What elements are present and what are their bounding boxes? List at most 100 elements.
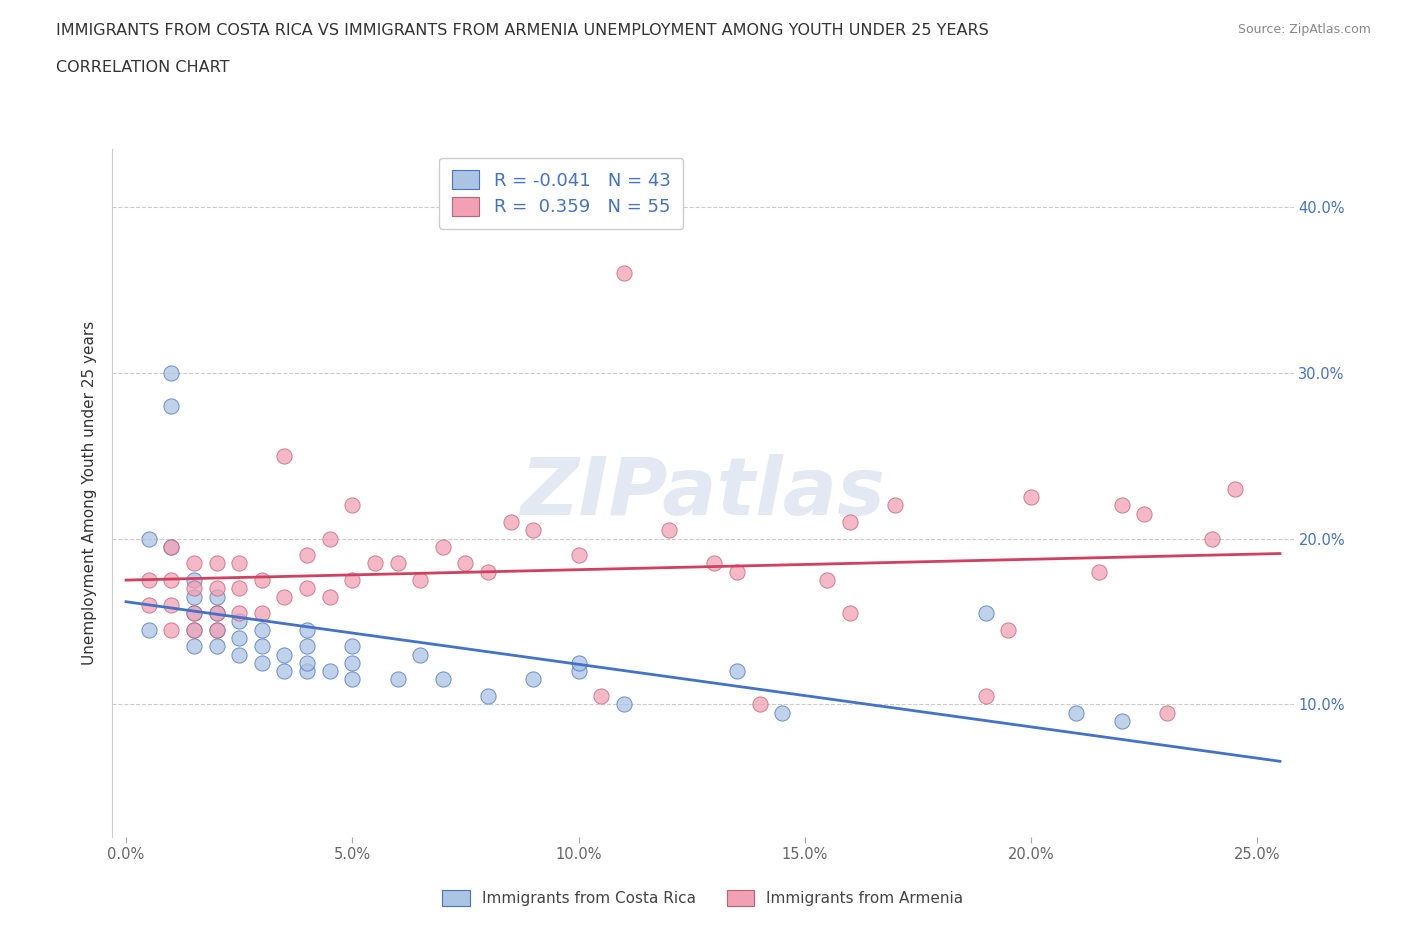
Point — [228, 556, 250, 571]
Point — [432, 672, 454, 687]
Point — [1156, 705, 1178, 720]
Point — [658, 523, 681, 538]
Point — [160, 398, 183, 413]
Point — [138, 531, 160, 546]
Point — [295, 581, 318, 596]
Point — [1088, 565, 1111, 579]
Point — [228, 605, 250, 620]
Point — [567, 656, 589, 671]
Point — [770, 705, 793, 720]
Point — [1019, 489, 1042, 504]
Point — [318, 589, 340, 604]
Point — [160, 573, 183, 588]
Point — [183, 605, 205, 620]
Point — [884, 498, 907, 512]
Point — [205, 589, 228, 604]
Point — [138, 622, 160, 637]
Point — [499, 514, 522, 529]
Text: Source: ZipAtlas.com: Source: ZipAtlas.com — [1237, 23, 1371, 36]
Text: IMMIGRANTS FROM COSTA RICA VS IMMIGRANTS FROM ARMENIA UNEMPLOYMENT AMONG YOUTH U: IMMIGRANTS FROM COSTA RICA VS IMMIGRANTS… — [56, 23, 988, 38]
Point — [160, 622, 183, 637]
Point — [318, 664, 340, 679]
Text: CORRELATION CHART: CORRELATION CHART — [56, 60, 229, 75]
Point — [250, 605, 273, 620]
Point — [342, 639, 364, 654]
Point — [250, 656, 273, 671]
Point — [839, 605, 862, 620]
Point — [748, 697, 770, 711]
Point — [1201, 531, 1223, 546]
Point — [228, 581, 250, 596]
Point — [228, 614, 250, 629]
Point — [273, 647, 295, 662]
Point — [567, 548, 589, 563]
Point — [432, 539, 454, 554]
Point — [273, 448, 295, 463]
Text: ZIPatlas: ZIPatlas — [520, 454, 886, 532]
Point — [273, 589, 295, 604]
Point — [342, 672, 364, 687]
Point — [974, 605, 997, 620]
Point — [409, 573, 432, 588]
Point — [342, 498, 364, 512]
Point — [974, 688, 997, 703]
Point — [387, 556, 409, 571]
Point — [250, 622, 273, 637]
Point — [138, 597, 160, 612]
Point — [205, 605, 228, 620]
Point — [183, 639, 205, 654]
Point — [591, 688, 613, 703]
Point — [295, 656, 318, 671]
Point — [997, 622, 1019, 637]
Point — [160, 365, 183, 380]
Point — [477, 688, 499, 703]
Point — [1223, 482, 1246, 497]
Point — [725, 565, 748, 579]
Point — [454, 556, 477, 571]
Point — [567, 664, 589, 679]
Point — [183, 605, 205, 620]
Y-axis label: Unemployment Among Youth under 25 years: Unemployment Among Youth under 25 years — [82, 321, 97, 665]
Point — [228, 647, 250, 662]
Point — [205, 622, 228, 637]
Point — [703, 556, 725, 571]
Point — [183, 589, 205, 604]
Point — [817, 573, 839, 588]
Point — [342, 656, 364, 671]
Point — [295, 664, 318, 679]
Point — [725, 664, 748, 679]
Point — [183, 573, 205, 588]
Point — [522, 672, 544, 687]
Point — [613, 266, 636, 281]
Point — [364, 556, 387, 571]
Point — [477, 565, 499, 579]
Point — [409, 647, 432, 662]
Point — [1111, 713, 1133, 728]
Point — [522, 523, 544, 538]
Point — [183, 622, 205, 637]
Legend: Immigrants from Costa Rica, Immigrants from Armenia: Immigrants from Costa Rica, Immigrants f… — [436, 884, 970, 912]
Point — [295, 622, 318, 637]
Point — [138, 573, 160, 588]
Point — [205, 622, 228, 637]
Point — [613, 697, 636, 711]
Point — [250, 573, 273, 588]
Point — [295, 639, 318, 654]
Point — [295, 548, 318, 563]
Point — [183, 556, 205, 571]
Point — [342, 573, 364, 588]
Point — [183, 581, 205, 596]
Point — [318, 531, 340, 546]
Point — [839, 514, 862, 529]
Point — [160, 597, 183, 612]
Point — [250, 639, 273, 654]
Point — [1111, 498, 1133, 512]
Point — [205, 581, 228, 596]
Point — [273, 664, 295, 679]
Point — [387, 672, 409, 687]
Point — [228, 631, 250, 645]
Point — [160, 539, 183, 554]
Point — [183, 622, 205, 637]
Point — [160, 539, 183, 554]
Point — [205, 639, 228, 654]
